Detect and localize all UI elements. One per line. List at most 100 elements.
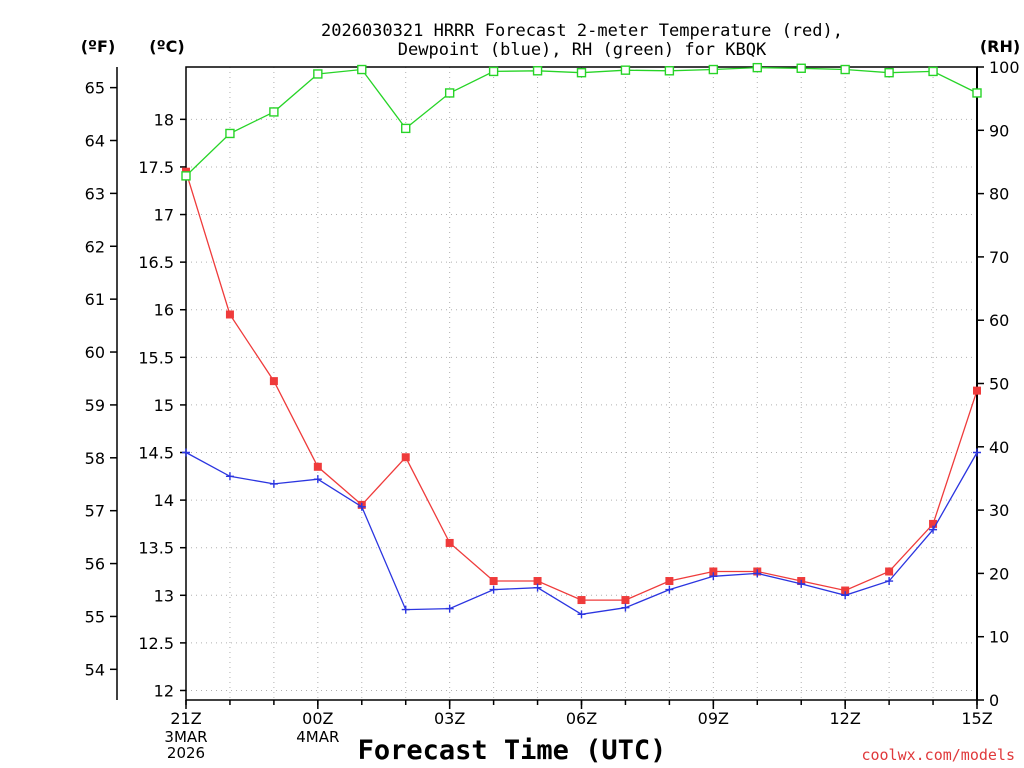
rh-point (972, 88, 982, 98)
celsius-tick-label: 14 (154, 491, 174, 510)
fahrenheit-unit-label: (ºF) (81, 37, 116, 56)
rh-tick-label: 10 (989, 628, 1009, 647)
rh-point (796, 63, 806, 73)
chart-title-line2: Dewpoint (blue), RH (green) for KBQK (398, 40, 767, 60)
x-tick-label: 06Z (566, 709, 597, 728)
temperature-point (665, 577, 674, 586)
rh-tick-label: 80 (989, 185, 1009, 204)
rh-tick-label: 50 (989, 375, 1009, 394)
celsius-tick-label: 15 (154, 396, 174, 415)
dewpoint-point (225, 472, 234, 481)
dewpoint-point (929, 525, 938, 534)
temperature-point (225, 310, 234, 319)
temperature-point (313, 462, 322, 471)
dewpoint-point (753, 569, 762, 578)
rh-point (532, 66, 543, 76)
dewpoint-point (709, 572, 718, 581)
rh-point (181, 171, 191, 181)
celsius-tick-label: 18 (154, 110, 174, 129)
fahrenheit-tick-label: 57 (85, 502, 105, 521)
dewpoint-point (182, 448, 190, 457)
temperature-point (489, 577, 498, 586)
dewpoint-point (401, 605, 410, 614)
celsius-tick-label: 13.5 (138, 539, 174, 558)
dewpoint-point (665, 585, 674, 594)
dewpoint-point (577, 610, 586, 619)
rh-series (181, 62, 982, 181)
rh-point (884, 67, 894, 78)
rh-point (840, 64, 850, 75)
dewpoint-point (797, 579, 806, 588)
dewpoint-point (489, 585, 498, 594)
temperature-point (709, 567, 718, 576)
temperature-line (185, 171, 978, 601)
rh-point (576, 67, 587, 78)
dewpoint-point (445, 604, 454, 613)
rh-tick-label: 90 (989, 121, 1009, 140)
celsius-tick-label: 12.5 (138, 634, 174, 653)
rh-point (444, 88, 455, 98)
rh-tick-label: 60 (989, 311, 1009, 330)
celsius-tick-label: 16 (154, 301, 174, 320)
dewpoint-point (621, 603, 630, 612)
celsius-tick-label: 15.5 (138, 348, 174, 367)
rh-tick-label: 20 (989, 564, 1009, 583)
x-tick-label: 00Z (302, 709, 333, 728)
rh-tick-label: 70 (989, 248, 1009, 267)
rh-line (185, 66, 978, 177)
rh-point (664, 66, 675, 76)
temperature-point (973, 386, 981, 395)
rh-point (225, 128, 235, 139)
celsius-tick-label: 16.5 (138, 253, 174, 272)
x-date-label: 3MAR (164, 728, 207, 746)
dewpoint-point (533, 583, 542, 592)
dewpoint-series (182, 448, 981, 619)
axes (110, 66, 984, 709)
temperature-series (182, 167, 981, 605)
x-tick-label: 03Z (434, 709, 465, 728)
fahrenheit-tick-label: 58 (85, 449, 105, 468)
rh-point (313, 69, 323, 79)
dewpoint-point (885, 577, 894, 586)
data-series (181, 62, 982, 619)
source-credit: coolwx.com/models (861, 746, 1015, 764)
rh-tick-label: 100 (989, 58, 1020, 77)
fahrenheit-tick-label: 65 (85, 79, 105, 98)
dewpoint-point (841, 591, 850, 600)
rh-point (752, 62, 762, 73)
temperature-point (445, 538, 454, 547)
grid (185, 67, 978, 700)
rh-point (928, 66, 938, 77)
plot-frame (185, 66, 978, 701)
rh-point (357, 64, 367, 75)
dewpoint-point (269, 479, 278, 488)
rh-unit-label: (RH) (980, 37, 1020, 56)
temperature-point (577, 596, 586, 605)
rh-tick-label: 40 (989, 438, 1009, 457)
celsius-tick-label: 17.5 (138, 158, 174, 177)
temperature-point (401, 453, 410, 462)
temperature-point (269, 377, 278, 386)
dewpoint-point (313, 475, 322, 484)
fahrenheit-tick-label: 56 (85, 555, 105, 574)
celsius-unit-label: (ºC) (149, 37, 184, 56)
temperature-point (621, 596, 630, 605)
rh-point (488, 66, 499, 77)
fahrenheit-tick-label: 54 (85, 660, 105, 679)
rh-point (401, 123, 411, 134)
x-tick-label: 12Z (830, 709, 861, 728)
rh-point (620, 65, 631, 75)
temperature-point (841, 586, 850, 595)
fahrenheit-tick-label: 55 (85, 607, 105, 626)
fahrenheit-tick-label: 63 (85, 184, 105, 203)
temperature-point (885, 567, 894, 576)
temperature-point (533, 577, 542, 586)
fahrenheit-tick-label: 62 (85, 237, 105, 256)
celsius-tick-label: 17 (154, 206, 174, 225)
x-date-label: 2026 (167, 744, 205, 762)
x-axis-label: Forecast Time (UTC) (358, 735, 667, 766)
x-tick-label: 21Z (170, 709, 201, 728)
celsius-tick-label: 12 (154, 681, 174, 700)
x-tick-label: 15Z (961, 709, 992, 728)
